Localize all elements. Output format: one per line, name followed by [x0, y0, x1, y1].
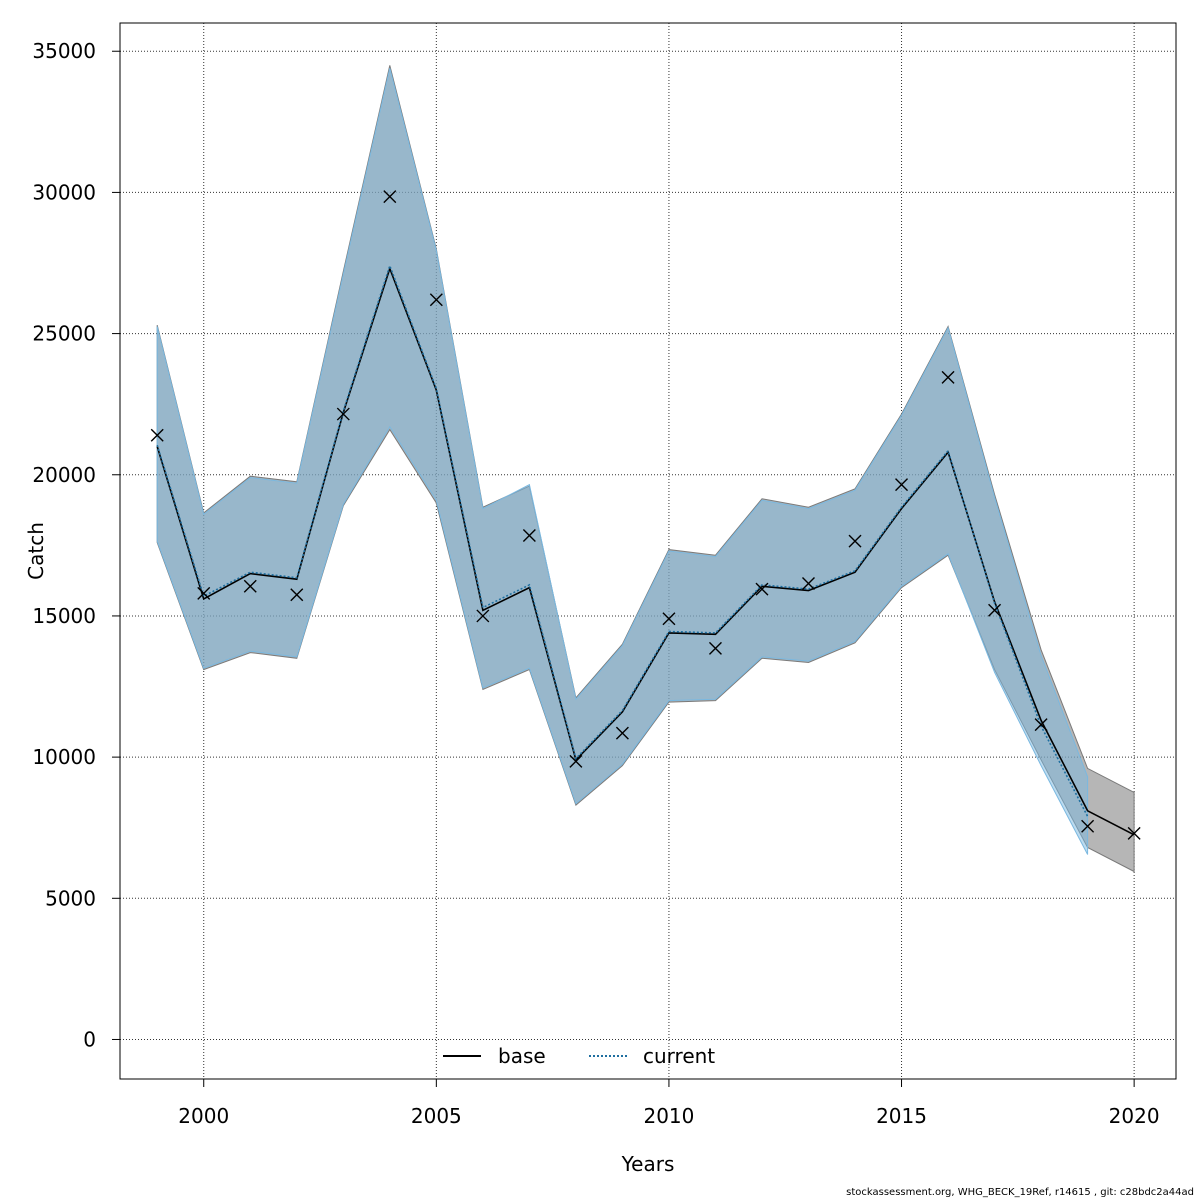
observed-point-2016 [941, 370, 955, 384]
legend: base current [443, 1044, 715, 1068]
observed-point-2013 [801, 576, 815, 590]
observed-point-2003 [336, 407, 350, 421]
footer-caption: stockassessment.org, WHG_BECK_19Ref, r14… [846, 1187, 1194, 1198]
y-tick-label-0: 0 [83, 1027, 96, 1051]
observed-point-2005 [429, 293, 443, 307]
y-axis-title: Catch [24, 522, 48, 580]
band-current [156, 68, 1089, 855]
y-axis: 0 5000 10000 15000 20000 25000 30000 35000 [32, 39, 120, 1051]
observed-point-2011 [708, 641, 722, 655]
x-axis: 2000 2005 2010 2015 2020 [178, 1079, 1160, 1128]
observed-point-2009 [615, 726, 629, 740]
x-tick-label-2010: 2010 [643, 1104, 694, 1128]
observed-markers [150, 190, 1141, 840]
observed-point-2017 [988, 603, 1002, 617]
legend-base-label: base [498, 1044, 546, 1068]
line-current [156, 263, 1089, 817]
y-tick-label-35000: 35000 [32, 39, 96, 63]
x-tick-label-2015: 2015 [876, 1104, 927, 1128]
x-axis-title: Years [621, 1152, 675, 1176]
observed-point-2019 [1081, 819, 1095, 833]
observed-point-2010 [662, 612, 676, 626]
observed-point-2008 [569, 754, 583, 768]
x-tick-label-2020: 2020 [1109, 1104, 1160, 1128]
legend-current-label: current [643, 1044, 715, 1068]
observed-point-2007 [522, 528, 536, 542]
y-tick-label-20000: 20000 [32, 463, 96, 487]
observed-point-2006 [476, 609, 490, 623]
y-tick-label-30000: 30000 [32, 180, 96, 204]
y-tick-label-25000: 25000 [32, 322, 96, 346]
observed-point-2004 [383, 190, 397, 204]
observed-point-2001 [243, 579, 257, 593]
y-tick-label-10000: 10000 [32, 745, 96, 769]
y-tick-label-15000: 15000 [32, 604, 96, 628]
observed-point-1999 [150, 428, 164, 442]
confidence-bands [156, 65, 1135, 873]
observed-point-2012 [755, 582, 769, 596]
observed-point-2015 [895, 478, 909, 492]
observed-point-2014 [848, 534, 862, 548]
observed-point-2002 [290, 588, 304, 602]
observed-point-2020 [1127, 826, 1141, 840]
plot-frame [119, 22, 1177, 1080]
observed-point-2000 [197, 586, 211, 600]
x-tick-label-2005: 2005 [411, 1104, 462, 1128]
series-lines [156, 263, 1135, 836]
y-tick-label-5000: 5000 [45, 886, 96, 910]
observed-point-2018 [1034, 718, 1048, 732]
x-tick-label-2000: 2000 [178, 1104, 229, 1128]
